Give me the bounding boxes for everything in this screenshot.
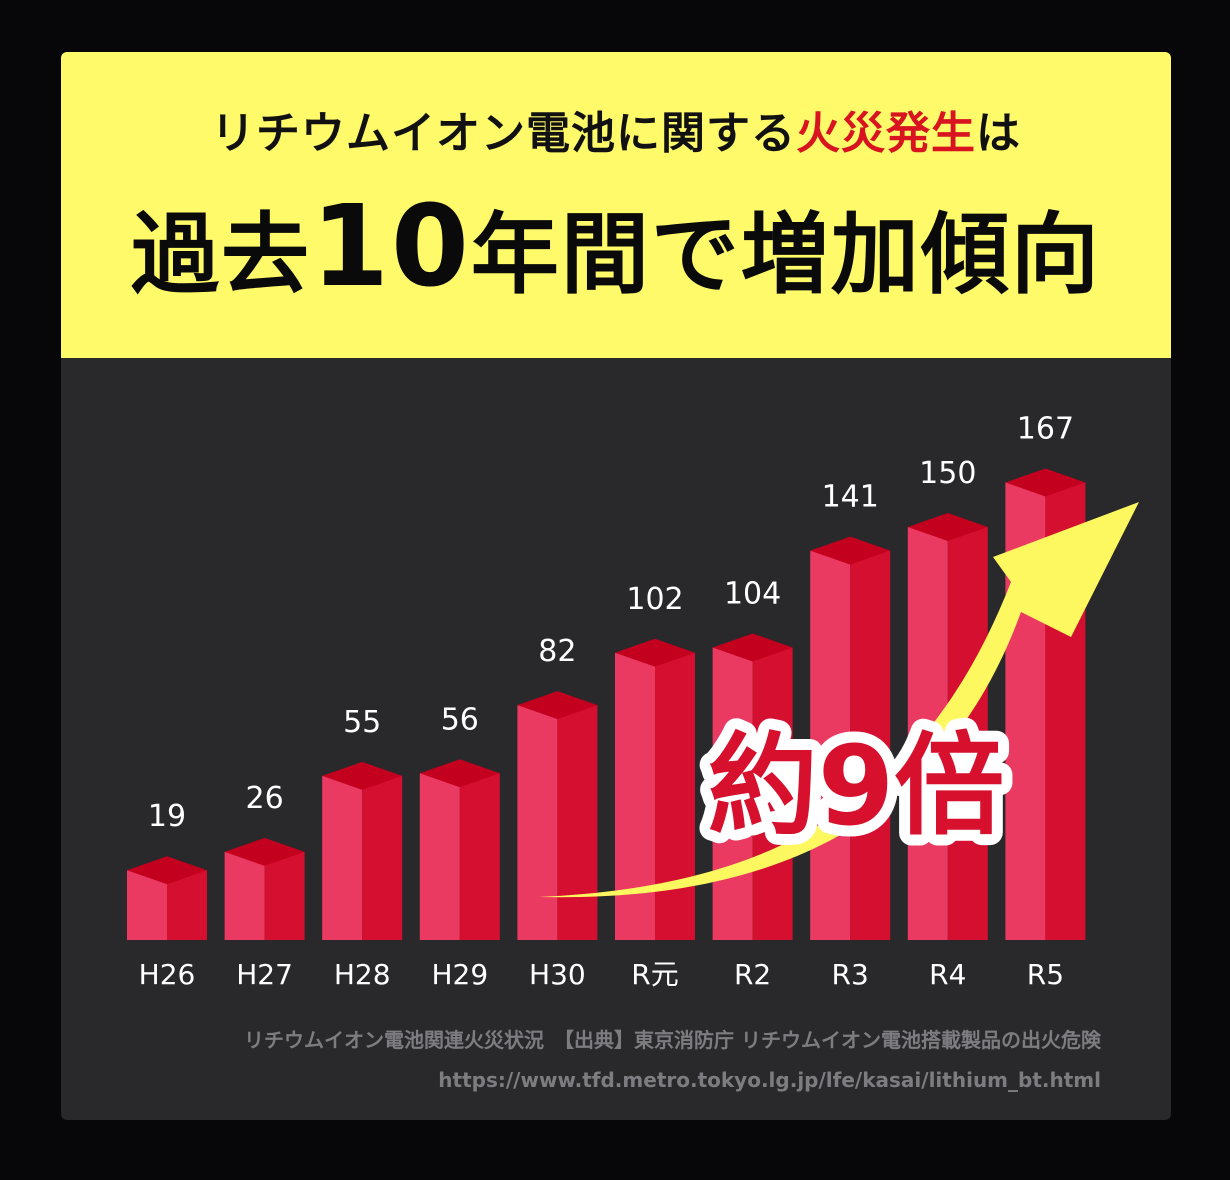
value-label: 55 (343, 705, 381, 740)
value-label: 167 (1017, 411, 1074, 446)
svg-text:約9倍: 約9倍 (708, 722, 1005, 850)
bar-R元: 102 R元 (615, 582, 695, 991)
infographic-card: リチウムイオン電池に関する火災発生は 過去10年間で増加傾向 19 H26 26 H2… (61, 52, 1171, 1120)
value-label: 26 (246, 781, 284, 816)
value-label: 150 (919, 456, 976, 491)
subtitle: リチウムイオン電池に関する火災発生は (61, 97, 1171, 161)
value-label: 102 (626, 582, 683, 617)
bar-H27: 26 H27 (224, 781, 305, 991)
category-label: H26 (139, 958, 196, 991)
headline-suffix: 年間で増加傾向 (470, 203, 1101, 306)
trend-arrow-icon (539, 502, 1139, 898)
bar-R5: 167 R5 (1005, 411, 1086, 991)
value-label: 82 (538, 634, 576, 669)
category-label: H27 (236, 958, 293, 991)
bar-chart: 19 H26 26 H27 55 H28 56 H29 82 H30 102 R元 104 R2 141 R3… (127, 411, 1139, 991)
source-url: https://www.tfd.metro.tokyo.lg.jp/lfe/ka… (438, 1068, 1101, 1092)
category-label: R2 (734, 958, 771, 991)
headline-prefix: 過去 (131, 203, 312, 306)
headline: 過去10年間で増加傾向 (61, 191, 1171, 310)
category-label: H30 (529, 958, 586, 991)
bar-R3: 141 R3 (810, 480, 891, 991)
subtitle-prefix: リチウムイオン電池に関する (211, 108, 796, 159)
source-caption: リチウムイオン電池関連火災状況 【出典】東京消防庁 リチウムイオン電池搭載製品の… (244, 1028, 1101, 1052)
category-label: R5 (1027, 958, 1064, 991)
category-label: H29 (431, 958, 488, 991)
category-label: R元 (631, 958, 678, 991)
category-label: R4 (929, 958, 966, 991)
bar-H28: 55 H28 (322, 705, 403, 991)
value-label: 104 (724, 577, 781, 612)
bar-H30: 82 H30 (517, 634, 598, 991)
subtitle-suffix: は (976, 108, 1021, 159)
title-banner: リチウムイオン電池に関する火災発生は 過去10年間で増加傾向 (61, 52, 1171, 358)
bar-H29: 56 H29 (419, 702, 500, 991)
category-label: H28 (334, 958, 391, 991)
value-label: 56 (441, 702, 479, 737)
bar-H26: 19 H26 (127, 799, 207, 991)
value-label: 19 (148, 799, 186, 834)
headline-number: 10 (311, 182, 471, 312)
subtitle-highlight: 火災発生 (796, 108, 976, 159)
svg-text:約9倍: 約9倍 (708, 722, 1005, 850)
value-label: 141 (822, 480, 879, 515)
bars: 19 H26 26 H27 55 H28 56 H29 82 H30 102 R元 104 R2 141 R3… (127, 411, 1086, 991)
category-label: R3 (832, 958, 869, 991)
bar-R2: 104 R2 (712, 577, 793, 991)
